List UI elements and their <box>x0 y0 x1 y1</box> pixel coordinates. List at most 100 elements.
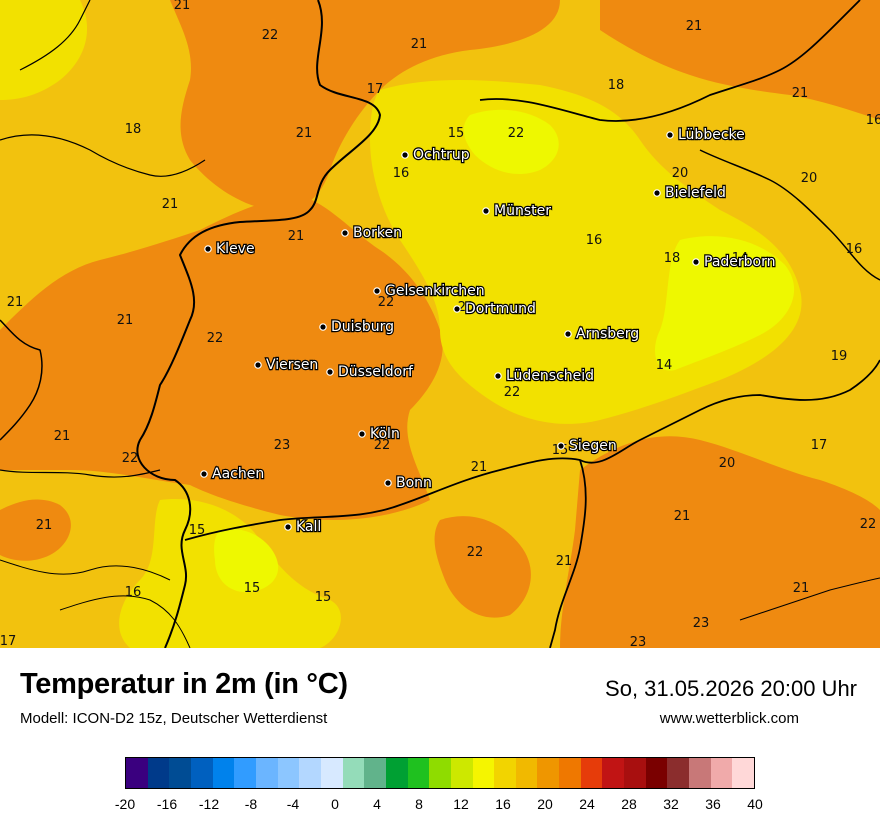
temperature-value: 21 <box>792 86 809 101</box>
temperature-zone-cold-north <box>463 109 559 175</box>
country-border-west <box>0 319 43 441</box>
city-label: Bonn <box>396 475 432 491</box>
temperature-value: 21 <box>686 19 703 34</box>
legend-tick-label: 12 <box>453 796 469 812</box>
legend-tick-label: 0 <box>331 796 339 812</box>
temperature-value: 22 <box>467 545 484 560</box>
legend-tick-label: -8 <box>244 796 258 812</box>
legend-swatch <box>255 758 278 788</box>
city-label: Siegen <box>569 438 617 454</box>
city-marker <box>453 305 461 313</box>
city-marker <box>692 258 700 266</box>
temperature-value: 22 <box>374 438 391 453</box>
temperature-value: 21 <box>793 581 810 596</box>
temperature-value: 16 <box>586 233 603 248</box>
temperature-value: 22 <box>860 517 877 532</box>
city-label: Ochtrup <box>413 147 470 163</box>
city-marker <box>326 368 334 376</box>
temperature-value: 21 <box>36 518 53 533</box>
city-label: Lübbecke <box>678 127 745 143</box>
legend-swatch <box>450 758 473 788</box>
legend-swatch <box>602 758 625 788</box>
city-marker <box>494 372 502 380</box>
temperature-value: 14 <box>656 358 673 373</box>
city-label: Lüdenscheid <box>506 368 594 384</box>
temperature-value: 23 <box>630 635 647 648</box>
legend-tick-label: 36 <box>705 796 721 812</box>
temperature-value: 23 <box>274 438 291 453</box>
temperature-value: 21 <box>174 0 191 13</box>
legend-swatch <box>190 758 213 788</box>
temperature-value: 19 <box>831 349 848 364</box>
temperature-value: 21 <box>556 554 573 569</box>
city-marker <box>204 245 212 253</box>
temperature-value: 22 <box>504 385 521 400</box>
legend-ticks: -20 -16 -12 -8 -4 0 4 8 12 16 20 24 28 32 36 40 <box>115 796 763 816</box>
temperature-value: 21 <box>411 37 428 52</box>
city-marker <box>666 131 674 139</box>
region-border-2 <box>59 595 191 648</box>
legend-swatch <box>515 758 538 788</box>
temperature-value: 22 <box>207 331 224 346</box>
city-marker <box>653 189 661 197</box>
city-label: Köln <box>370 426 400 442</box>
temperature-value: 15 <box>448 126 465 141</box>
temperature-zone-warm-north <box>170 0 560 211</box>
city-label: Gelsenkirchen <box>385 283 485 299</box>
city-label: Paderborn <box>704 254 775 270</box>
city-label: Arnsberg <box>576 326 639 342</box>
city-label: Duisburg <box>331 319 394 335</box>
city-label: Kleve <box>216 241 255 257</box>
legend-tick-label: 40 <box>747 796 763 812</box>
temperature-value: 21 <box>162 197 179 212</box>
temperature-value: 22 <box>508 126 525 141</box>
temperature-values: 21 21 22 21 18 17 18 15 22 21 21 16 20 20 21 21 16 16 21 18… <box>0 0 880 648</box>
legend-tick-label: -12 <box>198 796 220 812</box>
temperature-map: 21 21 22 21 18 17 18 15 22 21 21 16 20 20 21 21 16 16 21 18… <box>0 0 880 648</box>
temperature-value: 21 <box>288 229 305 244</box>
legend-swatch <box>645 758 668 788</box>
temperature-value: 18 <box>608 78 625 93</box>
city-marker <box>557 442 565 450</box>
city-marker <box>319 323 327 331</box>
legend-swatch <box>126 758 148 788</box>
temperature-value: 22 <box>122 451 139 466</box>
temperature-value: 21 <box>296 126 313 141</box>
legend-swatch <box>559 758 581 788</box>
temperature-value: 20 <box>801 171 818 186</box>
borders <box>0 0 880 648</box>
temperature-value: 16 <box>393 166 410 181</box>
legend-tick-label: 8 <box>415 796 423 812</box>
legend-swatch <box>710 758 733 788</box>
legend-tick-label: 4 <box>373 796 381 812</box>
temperature-value: 21 <box>674 509 691 524</box>
legend-swatch <box>385 758 408 788</box>
temperature-value: 18 <box>125 122 142 137</box>
city-marker <box>482 207 490 215</box>
legend-swatch <box>299 758 321 788</box>
temperature-value: 15 <box>244 581 261 596</box>
color-legend <box>125 757 755 789</box>
state-border-northeast-2 <box>699 149 880 281</box>
temperature-value: 15 <box>315 590 332 605</box>
legend-swatch <box>624 758 646 788</box>
temperature-zone-warm-southeast <box>560 436 880 648</box>
temperature-zone-warm <box>0 195 443 520</box>
temperature-value: 17 <box>367 82 384 97</box>
legend-swatch <box>407 758 430 788</box>
temperature-value: 17 <box>0 634 16 648</box>
temperature-zone-warm-south <box>434 516 531 618</box>
city-label: Viersen <box>266 357 318 373</box>
city-marker <box>384 479 392 487</box>
legend-tick-label: 32 <box>663 796 679 812</box>
temperature-value: 20 <box>458 300 475 315</box>
legend-swatch <box>537 758 560 788</box>
website-link[interactable]: www.wetterblick.com <box>659 710 799 727</box>
city-marker <box>373 287 381 295</box>
footer: Temperatur in 2m (in °C) Modell: ICON-D2… <box>0 648 880 830</box>
temperature-value: 23 <box>693 616 710 631</box>
temperature-value: 16 <box>125 585 142 600</box>
legend-tick-label: -4 <box>286 796 300 812</box>
temperature-value: 22 <box>262 28 279 43</box>
temperature-value: 14 <box>732 251 749 266</box>
